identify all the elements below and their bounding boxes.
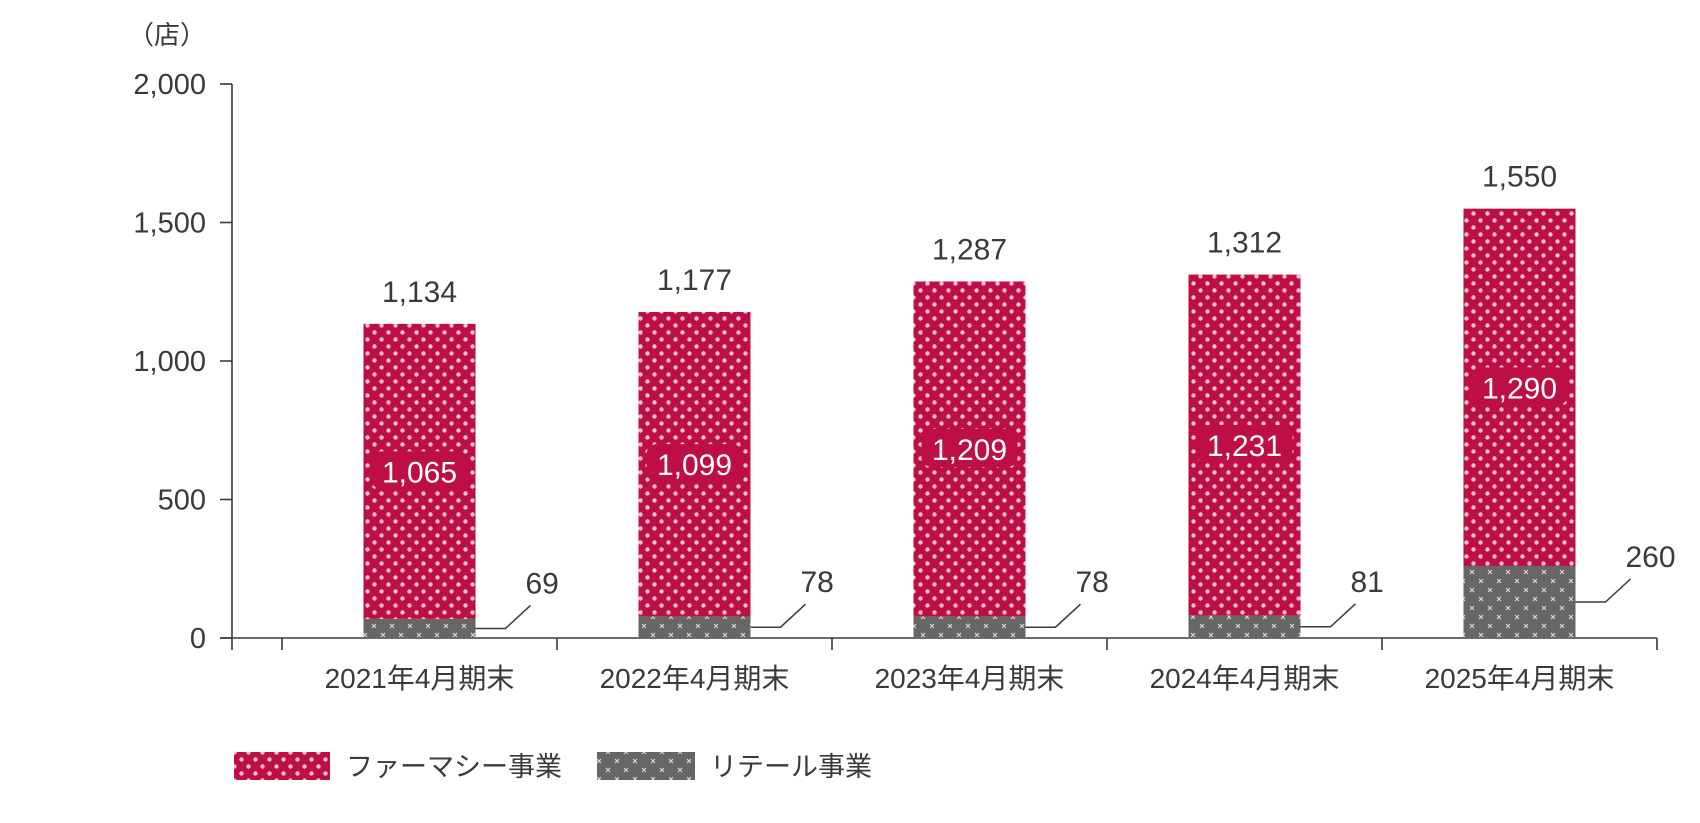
y-tick-label: 500 — [158, 485, 206, 517]
retail-value-label: 81 — [1351, 566, 1384, 599]
pharmacy-label-bg — [371, 451, 468, 490]
retail-leader-line — [750, 603, 807, 628]
pharmacy-label-bg — [1196, 425, 1293, 464]
y-tick-label: 2,000 — [133, 69, 206, 101]
legend-label-pharmacy: ファーマシー事業 — [346, 752, 562, 782]
pharmacy-label-bg — [646, 444, 743, 483]
pharmacy-value-label: 1,290 — [1482, 372, 1557, 405]
pharmacy-value-label: 1,099 — [657, 449, 732, 482]
x-category-label: 2024年4月期末 — [1150, 663, 1340, 694]
legend-swatch-retail — [597, 752, 695, 780]
y-tick-label: 1,500 — [133, 208, 206, 240]
total-label: 1,134 — [382, 276, 457, 309]
x-category-label: 2025年4月期末 — [1425, 663, 1615, 694]
x-category-label: 2021年4月期末 — [325, 663, 515, 694]
x-category-label: 2022年4月期末 — [600, 663, 790, 694]
bar-retail — [638, 616, 751, 638]
bar-retail — [363, 618, 476, 638]
pharmacy-label-bg — [1471, 367, 1568, 406]
retail-leader-line — [1300, 603, 1357, 628]
y-axis-unit-label: （店） — [128, 20, 206, 50]
y-tick-label: 1,000 — [133, 346, 206, 378]
retail-value-label: 78 — [1076, 566, 1109, 599]
retail-value-label: 260 — [1626, 541, 1676, 574]
total-label: 1,550 — [1482, 161, 1557, 194]
legend-label-retail: リテール事業 — [710, 752, 872, 782]
pharmacy-value-label: 1,231 — [1207, 430, 1282, 463]
bar-retail — [1463, 565, 1576, 638]
retail-leader-line — [1025, 603, 1082, 628]
total-label: 1,177 — [657, 264, 732, 297]
x-category-label: 2023年4月期末 — [875, 663, 1065, 694]
pharmacy-label-bg — [921, 428, 1018, 467]
bar-retail — [913, 616, 1026, 638]
total-label: 1,312 — [1207, 227, 1282, 260]
total-label: 1,287 — [932, 234, 1007, 267]
legend-swatch-pharmacy — [234, 752, 330, 780]
retail-leader-line — [475, 604, 532, 630]
bar-retail — [1188, 615, 1301, 638]
retail-value-label: 69 — [526, 567, 559, 600]
pharmacy-value-label: 1,065 — [382, 456, 457, 489]
pharmacy-value-label: 1,209 — [932, 434, 1007, 467]
y-tick-label: 0 — [190, 623, 206, 655]
retail-value-label: 78 — [801, 566, 834, 599]
retail-leader-line — [1575, 578, 1632, 603]
